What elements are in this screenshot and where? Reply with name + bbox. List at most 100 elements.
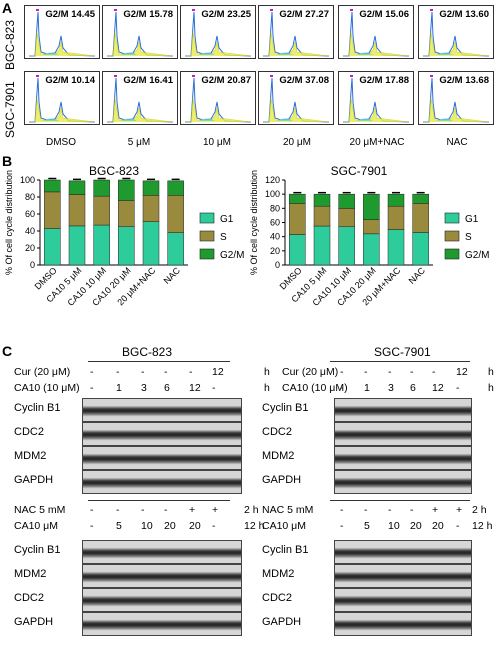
- y-tick-label: 60: [25, 209, 35, 219]
- cur-row-value: -: [364, 366, 368, 378]
- nac-row-value: -: [388, 504, 392, 516]
- condition-label: NAC: [446, 137, 468, 148]
- cur-row-value: -: [116, 366, 120, 378]
- y-tick-label: 120: [265, 175, 280, 185]
- ca10-row-label: CA10 (10 μM): [282, 382, 348, 394]
- nac-row-label: NAC 5 mM: [262, 504, 314, 516]
- blot-band: [82, 422, 242, 446]
- cur-row-unit: h: [264, 366, 270, 378]
- bar-segment: [412, 203, 429, 233]
- g2m-percentage: G2/M 14.45: [45, 9, 95, 20]
- chart-title: SGC-7901: [331, 165, 388, 178]
- y-tick-label: 100: [20, 175, 35, 185]
- header-line: [330, 361, 470, 362]
- panel-b-letter: B: [2, 153, 13, 169]
- nac-row-value: -: [116, 504, 120, 516]
- nac-row-unit: 2 h: [244, 504, 259, 516]
- bar-segment: [118, 179, 135, 201]
- cur-row-value: -: [388, 366, 392, 378]
- facs-histogram: G2/M 23.25: [180, 5, 256, 59]
- protein-label: GAPDH: [14, 616, 54, 628]
- blot-band: [82, 398, 242, 422]
- nac-row-value: -: [141, 504, 145, 516]
- bar-segment: [313, 205, 331, 227]
- blot-band: [334, 612, 472, 636]
- bar-segment: [363, 219, 380, 235]
- blot-band: [334, 398, 472, 422]
- legend-label: S: [220, 232, 227, 243]
- facs-histogram: G2/M 13.68: [418, 71, 494, 125]
- blot-band: [82, 612, 242, 636]
- bar-segment: [44, 228, 61, 266]
- bar-segment: [289, 203, 306, 235]
- cur-row-value: -: [189, 366, 193, 378]
- g2m-percentage: G2/M 20.87: [201, 75, 251, 86]
- header-line: [88, 500, 230, 501]
- facs-histogram: G2/M 15.78: [102, 5, 178, 59]
- blot-band: [82, 588, 242, 612]
- legend-swatch: [199, 248, 215, 260]
- panel-c-letter: C: [2, 343, 13, 359]
- nac-row-value: -: [340, 504, 344, 516]
- nac-row-value: -: [410, 504, 414, 516]
- cur-row-value: 12: [456, 366, 468, 378]
- protein-label: Cyclin B1: [262, 402, 309, 414]
- protein-label: MDM2: [262, 568, 295, 580]
- bar-segment: [118, 226, 135, 266]
- cur-row-value: 12: [212, 366, 224, 378]
- y-axis-label: % Of cell cycle distribution: [249, 170, 259, 275]
- bar-segment: [313, 193, 331, 207]
- header-line: [330, 500, 470, 501]
- g2m-percentage: G2/M 27.27: [279, 9, 329, 20]
- y-axis-label: % Of cell cycle distribution: [4, 170, 14, 275]
- ca10um-row-value: 10: [141, 520, 153, 532]
- ca10um-row-value: -: [90, 520, 94, 532]
- ca10-row-value: 3: [388, 382, 394, 394]
- bar-segment: [93, 195, 110, 226]
- nac-row-unit: 2 h: [472, 504, 487, 516]
- legend-label: G2/M: [465, 250, 489, 261]
- protein-label: CDC2: [14, 426, 44, 438]
- ca10-row-value: 1: [116, 382, 122, 394]
- row-label-sgc: SGC-7901: [3, 81, 17, 138]
- legend-swatch: [444, 248, 460, 260]
- cur-row-value: -: [90, 366, 94, 378]
- protein-label: MDM2: [262, 450, 295, 462]
- ca10-row-value: -: [212, 382, 216, 394]
- y-tick-label: 40: [270, 232, 280, 242]
- row-label-bgc: BGC-823: [3, 19, 17, 70]
- legend-label: S: [465, 232, 472, 243]
- category-label: NAC: [407, 265, 428, 286]
- ca10-row-unit: h: [488, 382, 494, 394]
- bar-segment: [412, 193, 429, 204]
- ca10um-row-value: 20: [432, 520, 444, 532]
- ca10um-row-value: 5: [364, 520, 370, 532]
- blot-title: SGC-7901: [374, 345, 431, 359]
- ca10-row-label: CA10 (10 μM): [14, 382, 80, 394]
- ca10-row-value: 3: [141, 382, 147, 394]
- legend-swatch: [444, 230, 460, 242]
- bar-segment: [363, 193, 380, 220]
- bar-segment: [93, 179, 110, 197]
- panel-a-letter: A: [2, 0, 13, 16]
- y-tick-label: 60: [270, 218, 280, 228]
- y-tick-label: 100: [265, 189, 280, 199]
- protein-label: MDM2: [14, 450, 47, 462]
- cur-row-label: Cur (20 μM): [282, 366, 339, 378]
- y-tick-label: 80: [25, 192, 35, 202]
- nac-row-value: +: [189, 504, 196, 516]
- bar-segment: [412, 232, 429, 266]
- g2m-percentage: G2/M 13.60: [439, 9, 489, 20]
- ca10-row-value: 6: [410, 382, 416, 394]
- blot-band: [334, 564, 472, 588]
- nac-row-value: -: [164, 504, 168, 516]
- header-line: [88, 361, 230, 362]
- legend-label: G1: [220, 214, 234, 225]
- blot-band: [82, 470, 242, 494]
- bar-segment: [363, 233, 380, 266]
- cur-row-value: -: [164, 366, 168, 378]
- g2m-percentage: G2/M 10.14: [45, 75, 95, 86]
- bar-segment: [167, 180, 184, 196]
- bgc-bar-chart: BGC-823 0 20 40 60 80 100 % Of cell cycle distr…: [4, 165, 244, 308]
- blot-band: [82, 446, 242, 470]
